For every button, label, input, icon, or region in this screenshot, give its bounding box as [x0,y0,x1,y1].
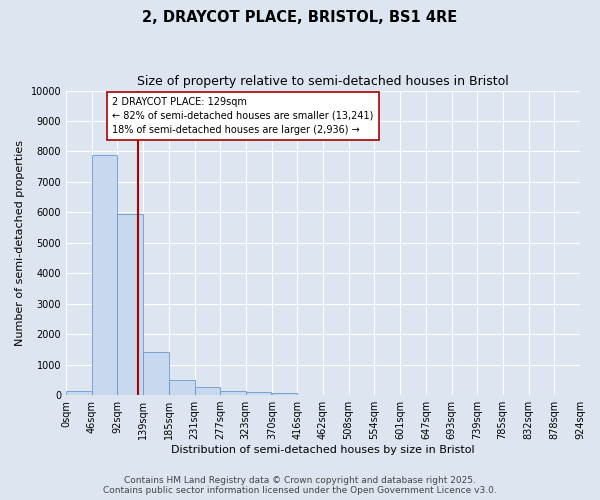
Bar [272,394,298,395]
Text: 2, DRAYCOT PLACE, BRISTOL, BS1 4RE: 2, DRAYCOT PLACE, BRISTOL, BS1 4RE [142,10,458,25]
Y-axis label: Number of semi-detached properties: Number of semi-detached properties [15,140,25,346]
Bar [246,392,271,395]
Bar [194,388,220,395]
Text: 2 DRAYCOT PLACE: 129sqm
← 82% of semi-detached houses are smaller (13,241)
18% o: 2 DRAYCOT PLACE: 129sqm ← 82% of semi-de… [112,96,374,134]
X-axis label: Distribution of semi-detached houses by size in Bristol: Distribution of semi-detached houses by … [171,445,475,455]
Bar [220,391,246,395]
Bar [169,380,194,395]
Bar [66,390,92,395]
Title: Size of property relative to semi-detached houses in Bristol: Size of property relative to semi-detach… [137,75,509,88]
Bar [92,154,117,395]
Bar [117,214,143,395]
Text: Contains HM Land Registry data © Crown copyright and database right 2025.
Contai: Contains HM Land Registry data © Crown c… [103,476,497,495]
Bar [143,352,169,395]
